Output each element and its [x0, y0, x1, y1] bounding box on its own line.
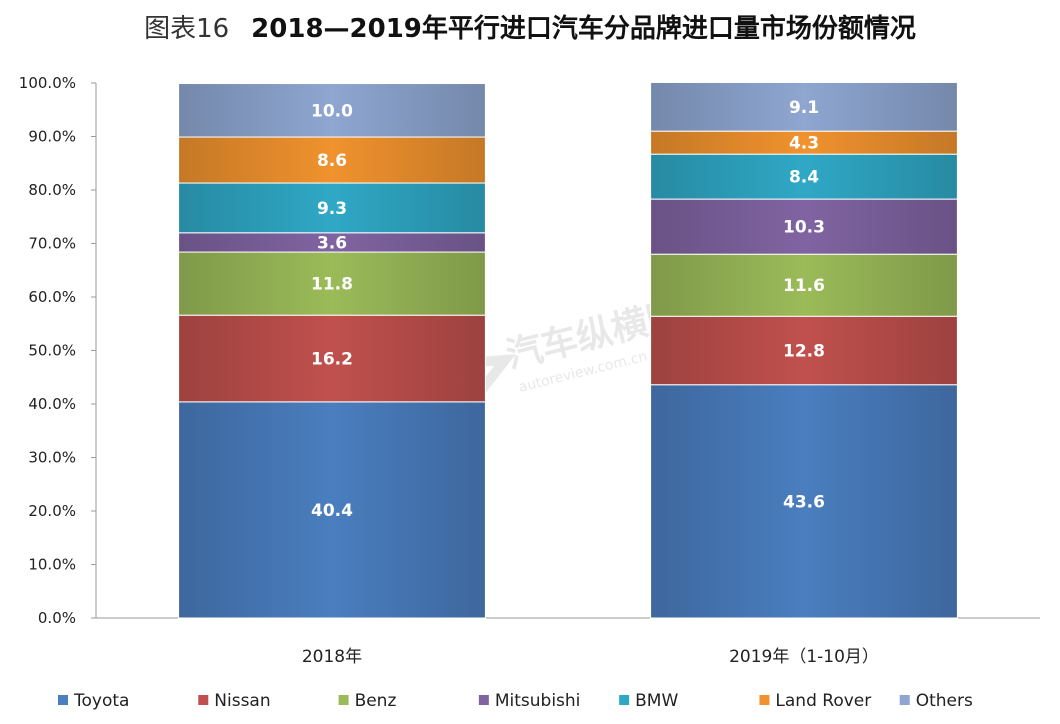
chart-title: 图表16 2018—2019年平行进口汽车分品牌进口量市场份额情况: [0, 8, 1060, 45]
data-label: 4.3: [789, 134, 819, 154]
bar-segment-bmw: [178, 182, 486, 234]
legend-swatch: [619, 695, 630, 705]
y-tick-label: 100.0%: [19, 74, 76, 92]
bar-segment-mitsubishi: [650, 198, 958, 255]
y-tick-label: 50.0%: [28, 342, 76, 360]
legend-label: Mitsubishi: [495, 691, 581, 711]
legend-label: Others: [916, 691, 973, 711]
y-tick-label: 60.0%: [28, 288, 76, 306]
bar-segment-benz: [650, 253, 958, 317]
legend-label: BMW: [635, 691, 678, 711]
bar-segment-nissan: [650, 315, 958, 386]
data-label: 40.4: [311, 501, 353, 521]
y-tick-label: 10.0%: [28, 556, 76, 574]
y-tick-label: 40.0%: [28, 395, 76, 413]
bar-segment-others: [178, 83, 486, 138]
legend: Toyota Nissan Benz Mitsubishi BMW Land Rover O…: [58, 691, 973, 711]
data-label: 9.3: [317, 199, 347, 219]
x-category-label: 2019年（1-10月）: [729, 647, 879, 667]
legend-swatch: [198, 695, 209, 705]
data-label: 9.1: [789, 98, 819, 118]
legend-swatch: [338, 695, 349, 705]
legend-label: Benz: [355, 691, 397, 711]
bar-segment-others: [650, 81, 958, 132]
bars: 40.4 16.2 11.8 3.6 9.3 8.6 10.0 43.6 12.8 11.6 10.…: [178, 81, 958, 619]
legend-label: Nissan: [214, 691, 270, 711]
data-label: 10.3: [783, 218, 825, 238]
bar-segment-bmw: [650, 153, 958, 200]
data-label: 16.2: [311, 350, 353, 370]
y-tick-label: 90.0%: [28, 128, 76, 146]
data-label: 10.0: [311, 101, 353, 121]
chart-title-prefix: 图表16: [144, 14, 230, 44]
data-label: 3.6: [317, 233, 347, 253]
legend-label: Land Rover: [775, 691, 871, 711]
data-label: 8.6: [317, 151, 347, 171]
legend-swatch: [58, 695, 68, 705]
legend-swatch: [759, 695, 770, 705]
data-label: 12.8: [783, 342, 825, 362]
data-label: 43.6: [783, 492, 825, 512]
bar-segment-land-rover: [178, 136, 486, 184]
data-label: 8.4: [789, 168, 819, 188]
legend-label: Toyota: [73, 691, 129, 711]
data-label: 11.8: [311, 275, 353, 295]
y-tick-label: 70.0%: [28, 235, 76, 253]
bar-segment-toyota: [650, 384, 958, 619]
data-label: 11.6: [783, 276, 825, 296]
bar-segment-nissan: [178, 314, 486, 403]
y-tick-label: 0.0%: [38, 609, 76, 627]
legend-swatch: [899, 695, 910, 705]
legend-swatch: [478, 695, 489, 705]
x-category-label: 2018年: [302, 647, 362, 667]
axes: 0.0% 10.0% 20.0% 30.0% 40.0% 50.0% 60.0% 70.0% 8…: [19, 74, 1040, 667]
bar-segment-benz: [178, 251, 486, 316]
y-tick-label: 20.0%: [28, 502, 76, 520]
y-tick-label: 80.0%: [28, 181, 76, 199]
y-tick-label: 30.0%: [28, 449, 76, 467]
bar-segment-toyota: [178, 401, 486, 619]
chart-title-main: 2018—2019年平行进口汽车分品牌进口量市场份额情况: [251, 14, 916, 44]
